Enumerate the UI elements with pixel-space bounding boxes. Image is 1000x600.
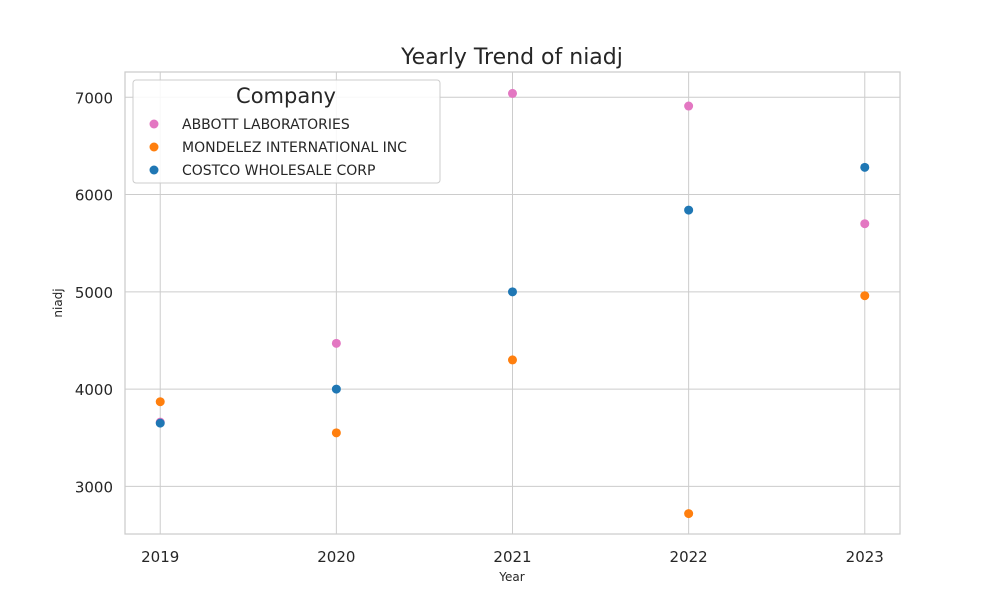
legend-marker <box>149 165 159 175</box>
y-tick-label: 5000 <box>75 284 113 302</box>
series-2 <box>155 291 870 519</box>
x-tick-label: 2019 <box>141 548 179 566</box>
data-point <box>860 162 870 172</box>
legend-marker <box>149 119 159 129</box>
y-axis-label: niadj <box>51 288 65 317</box>
chart-title: Yearly Trend of niadj <box>400 45 623 70</box>
data-point <box>684 509 694 519</box>
series-3 <box>155 162 870 428</box>
data-point <box>155 418 165 428</box>
data-point <box>860 219 870 229</box>
y-tick-label: 4000 <box>75 381 113 399</box>
data-point <box>155 397 165 407</box>
data-point <box>684 205 694 215</box>
x-axis-ticks: 2019 2020 2021 2022 2023 <box>141 548 884 566</box>
y-axis-ticks: 3000 4000 5000 6000 7000 <box>75 89 113 496</box>
x-axis-label: Year <box>498 570 524 584</box>
data-point <box>331 338 341 348</box>
legend-label: ABBOTT LABORATORIES <box>182 117 350 133</box>
data-point <box>508 355 517 365</box>
data-point <box>331 384 341 394</box>
legend-label: MONDELEZ INTERNATIONAL INC <box>182 140 407 156</box>
legend-title: Company <box>236 84 336 108</box>
data-point <box>508 88 517 98</box>
y-tick-label: 7000 <box>75 89 113 107</box>
legend-entry: COSTCO WHOLESALE CORP <box>149 163 375 179</box>
legend-entry: ABBOTT LABORATORIES <box>149 117 350 133</box>
y-tick-label: 3000 <box>75 478 113 496</box>
legend-marker <box>149 142 159 152</box>
x-tick-label: 2023 <box>846 548 884 566</box>
legend-entry: MONDELEZ INTERNATIONAL INC <box>149 140 407 156</box>
plot-frame <box>124 71 901 535</box>
legend: Company ABBOTT LABORATORIES MONDELEZ INTE… <box>132 79 441 184</box>
legend-items: ABBOTT LABORATORIES MONDELEZ INTERNATIONA… <box>149 117 407 179</box>
data-point <box>508 287 517 297</box>
data-point <box>860 291 870 301</box>
x-tick-label: 2021 <box>493 548 531 566</box>
data-points <box>155 88 870 519</box>
y-tick-label: 6000 <box>75 187 113 205</box>
legend-box <box>132 79 441 184</box>
x-tick-label: 2020 <box>317 548 355 566</box>
data-point <box>684 101 694 111</box>
x-tick-label: 2022 <box>670 548 708 566</box>
legend-label: COSTCO WHOLESALE CORP <box>182 163 375 179</box>
data-point <box>331 428 341 438</box>
